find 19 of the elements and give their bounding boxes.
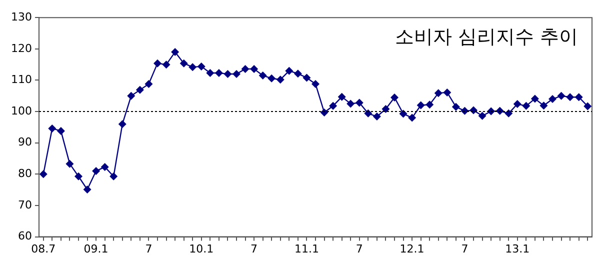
y-tick-label: 100 — [10, 104, 32, 118]
y-tick-label: 120 — [10, 42, 32, 55]
x-tick-label: 7 — [461, 242, 468, 256]
y-tick-label: 130 — [10, 10, 32, 24]
x-tick-label: 08.7 — [31, 242, 56, 256]
y-tick-label: 80 — [18, 167, 32, 180]
x-tick-label: 7 — [356, 242, 363, 256]
x-tick-label: 12.1 — [400, 242, 424, 256]
y-tick-label: 90 — [18, 136, 32, 149]
x-tick-label: 13.1 — [505, 242, 530, 256]
text: 소비자 심리지수 추이 — [394, 25, 578, 50]
x-tick-label: 10.1 — [189, 242, 214, 256]
x-tick-label: 09.1 — [84, 242, 108, 256]
y-tick-label: 70 — [18, 198, 32, 212]
y-tick-label: 110 — [10, 73, 32, 86]
x-tick-label: 7 — [250, 242, 258, 256]
x-tick-label: 7 — [145, 242, 152, 256]
y-tick-label: 60 — [18, 230, 32, 243]
x-tick-label: 11.1 — [294, 242, 319, 256]
